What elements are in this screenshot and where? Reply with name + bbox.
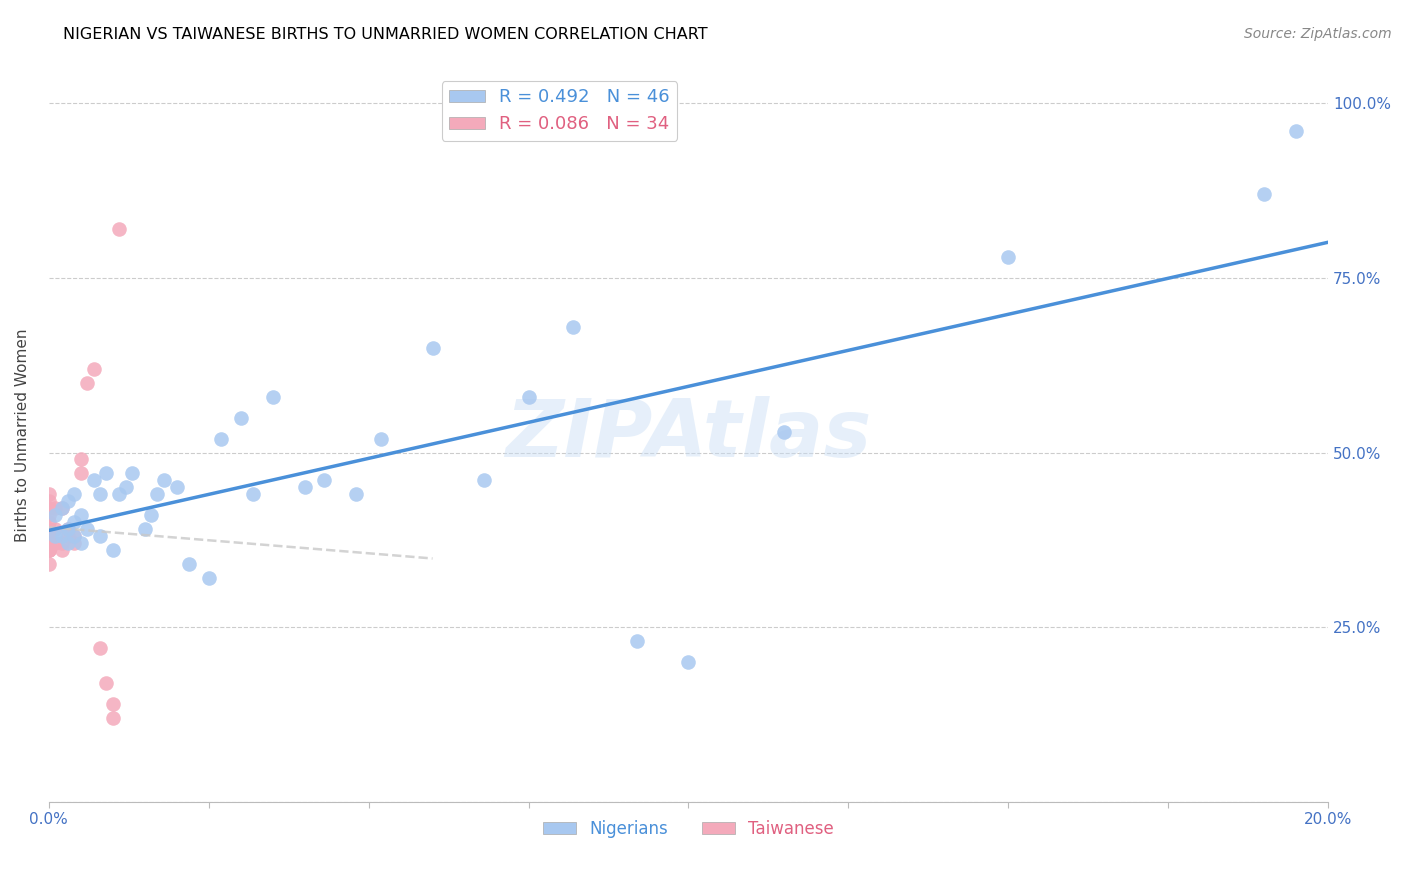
Point	[262, 390, 284, 404]
Point	[38, 536, 60, 550]
Point	[69, 467, 91, 481]
Point	[89, 529, 111, 543]
Point	[56, 494, 79, 508]
Point	[294, 480, 316, 494]
Point	[76, 522, 98, 536]
Point	[83, 361, 105, 376]
Point	[242, 487, 264, 501]
Point	[422, 341, 444, 355]
Point	[38, 529, 60, 543]
Point	[370, 432, 392, 446]
Point	[38, 529, 60, 543]
Point	[51, 529, 73, 543]
Point	[38, 558, 60, 572]
Point	[108, 222, 131, 236]
Point	[139, 508, 162, 523]
Point	[51, 536, 73, 550]
Point	[38, 529, 60, 543]
Point	[38, 494, 60, 508]
Point	[63, 487, 86, 501]
Point	[229, 410, 252, 425]
Point	[678, 655, 700, 669]
Point	[51, 543, 73, 558]
Point	[38, 543, 60, 558]
Point	[773, 425, 796, 439]
Point	[69, 452, 91, 467]
Y-axis label: Births to Unmarried Women: Births to Unmarried Women	[15, 328, 30, 541]
Point	[56, 522, 79, 536]
Point	[114, 480, 136, 494]
Point	[63, 516, 86, 530]
Point	[69, 508, 91, 523]
Point	[69, 536, 91, 550]
Point	[626, 634, 648, 648]
Point	[121, 467, 143, 481]
Point	[38, 543, 60, 558]
Point	[96, 467, 118, 481]
Point	[63, 529, 86, 543]
Point	[146, 487, 169, 501]
Point	[197, 571, 219, 585]
Point	[101, 711, 124, 725]
Point	[89, 487, 111, 501]
Point	[134, 522, 156, 536]
Point	[344, 487, 367, 501]
Text: ZIPAtlas: ZIPAtlas	[505, 396, 872, 474]
Point	[166, 480, 188, 494]
Text: Source: ZipAtlas.com: Source: ZipAtlas.com	[1244, 27, 1392, 41]
Point	[211, 432, 233, 446]
Point	[101, 697, 124, 711]
Point	[153, 474, 176, 488]
Point	[101, 543, 124, 558]
Point	[63, 536, 86, 550]
Legend: Nigerians, Taiwanese: Nigerians, Taiwanese	[536, 814, 841, 845]
Point	[38, 487, 60, 501]
Point	[56, 529, 79, 543]
Point	[472, 474, 495, 488]
Point	[38, 522, 60, 536]
Point	[51, 501, 73, 516]
Point	[56, 522, 79, 536]
Point	[44, 536, 66, 550]
Point	[517, 390, 540, 404]
Point	[997, 250, 1019, 264]
Point	[44, 501, 66, 516]
Point	[38, 508, 60, 523]
Point	[51, 501, 73, 516]
Point	[44, 529, 66, 543]
Point	[44, 522, 66, 536]
Point	[1285, 124, 1308, 138]
Point	[562, 319, 585, 334]
Point	[76, 376, 98, 390]
Point	[38, 501, 60, 516]
Point	[89, 640, 111, 655]
Point	[38, 516, 60, 530]
Point	[63, 529, 86, 543]
Point	[108, 487, 131, 501]
Point	[312, 474, 335, 488]
Point	[44, 508, 66, 523]
Point	[38, 536, 60, 550]
Point	[96, 676, 118, 690]
Point	[38, 543, 60, 558]
Point	[1253, 187, 1275, 202]
Text: NIGERIAN VS TAIWANESE BIRTHS TO UNMARRIED WOMEN CORRELATION CHART: NIGERIAN VS TAIWANESE BIRTHS TO UNMARRIE…	[63, 27, 707, 42]
Point	[83, 474, 105, 488]
Point	[179, 558, 201, 572]
Point	[56, 536, 79, 550]
